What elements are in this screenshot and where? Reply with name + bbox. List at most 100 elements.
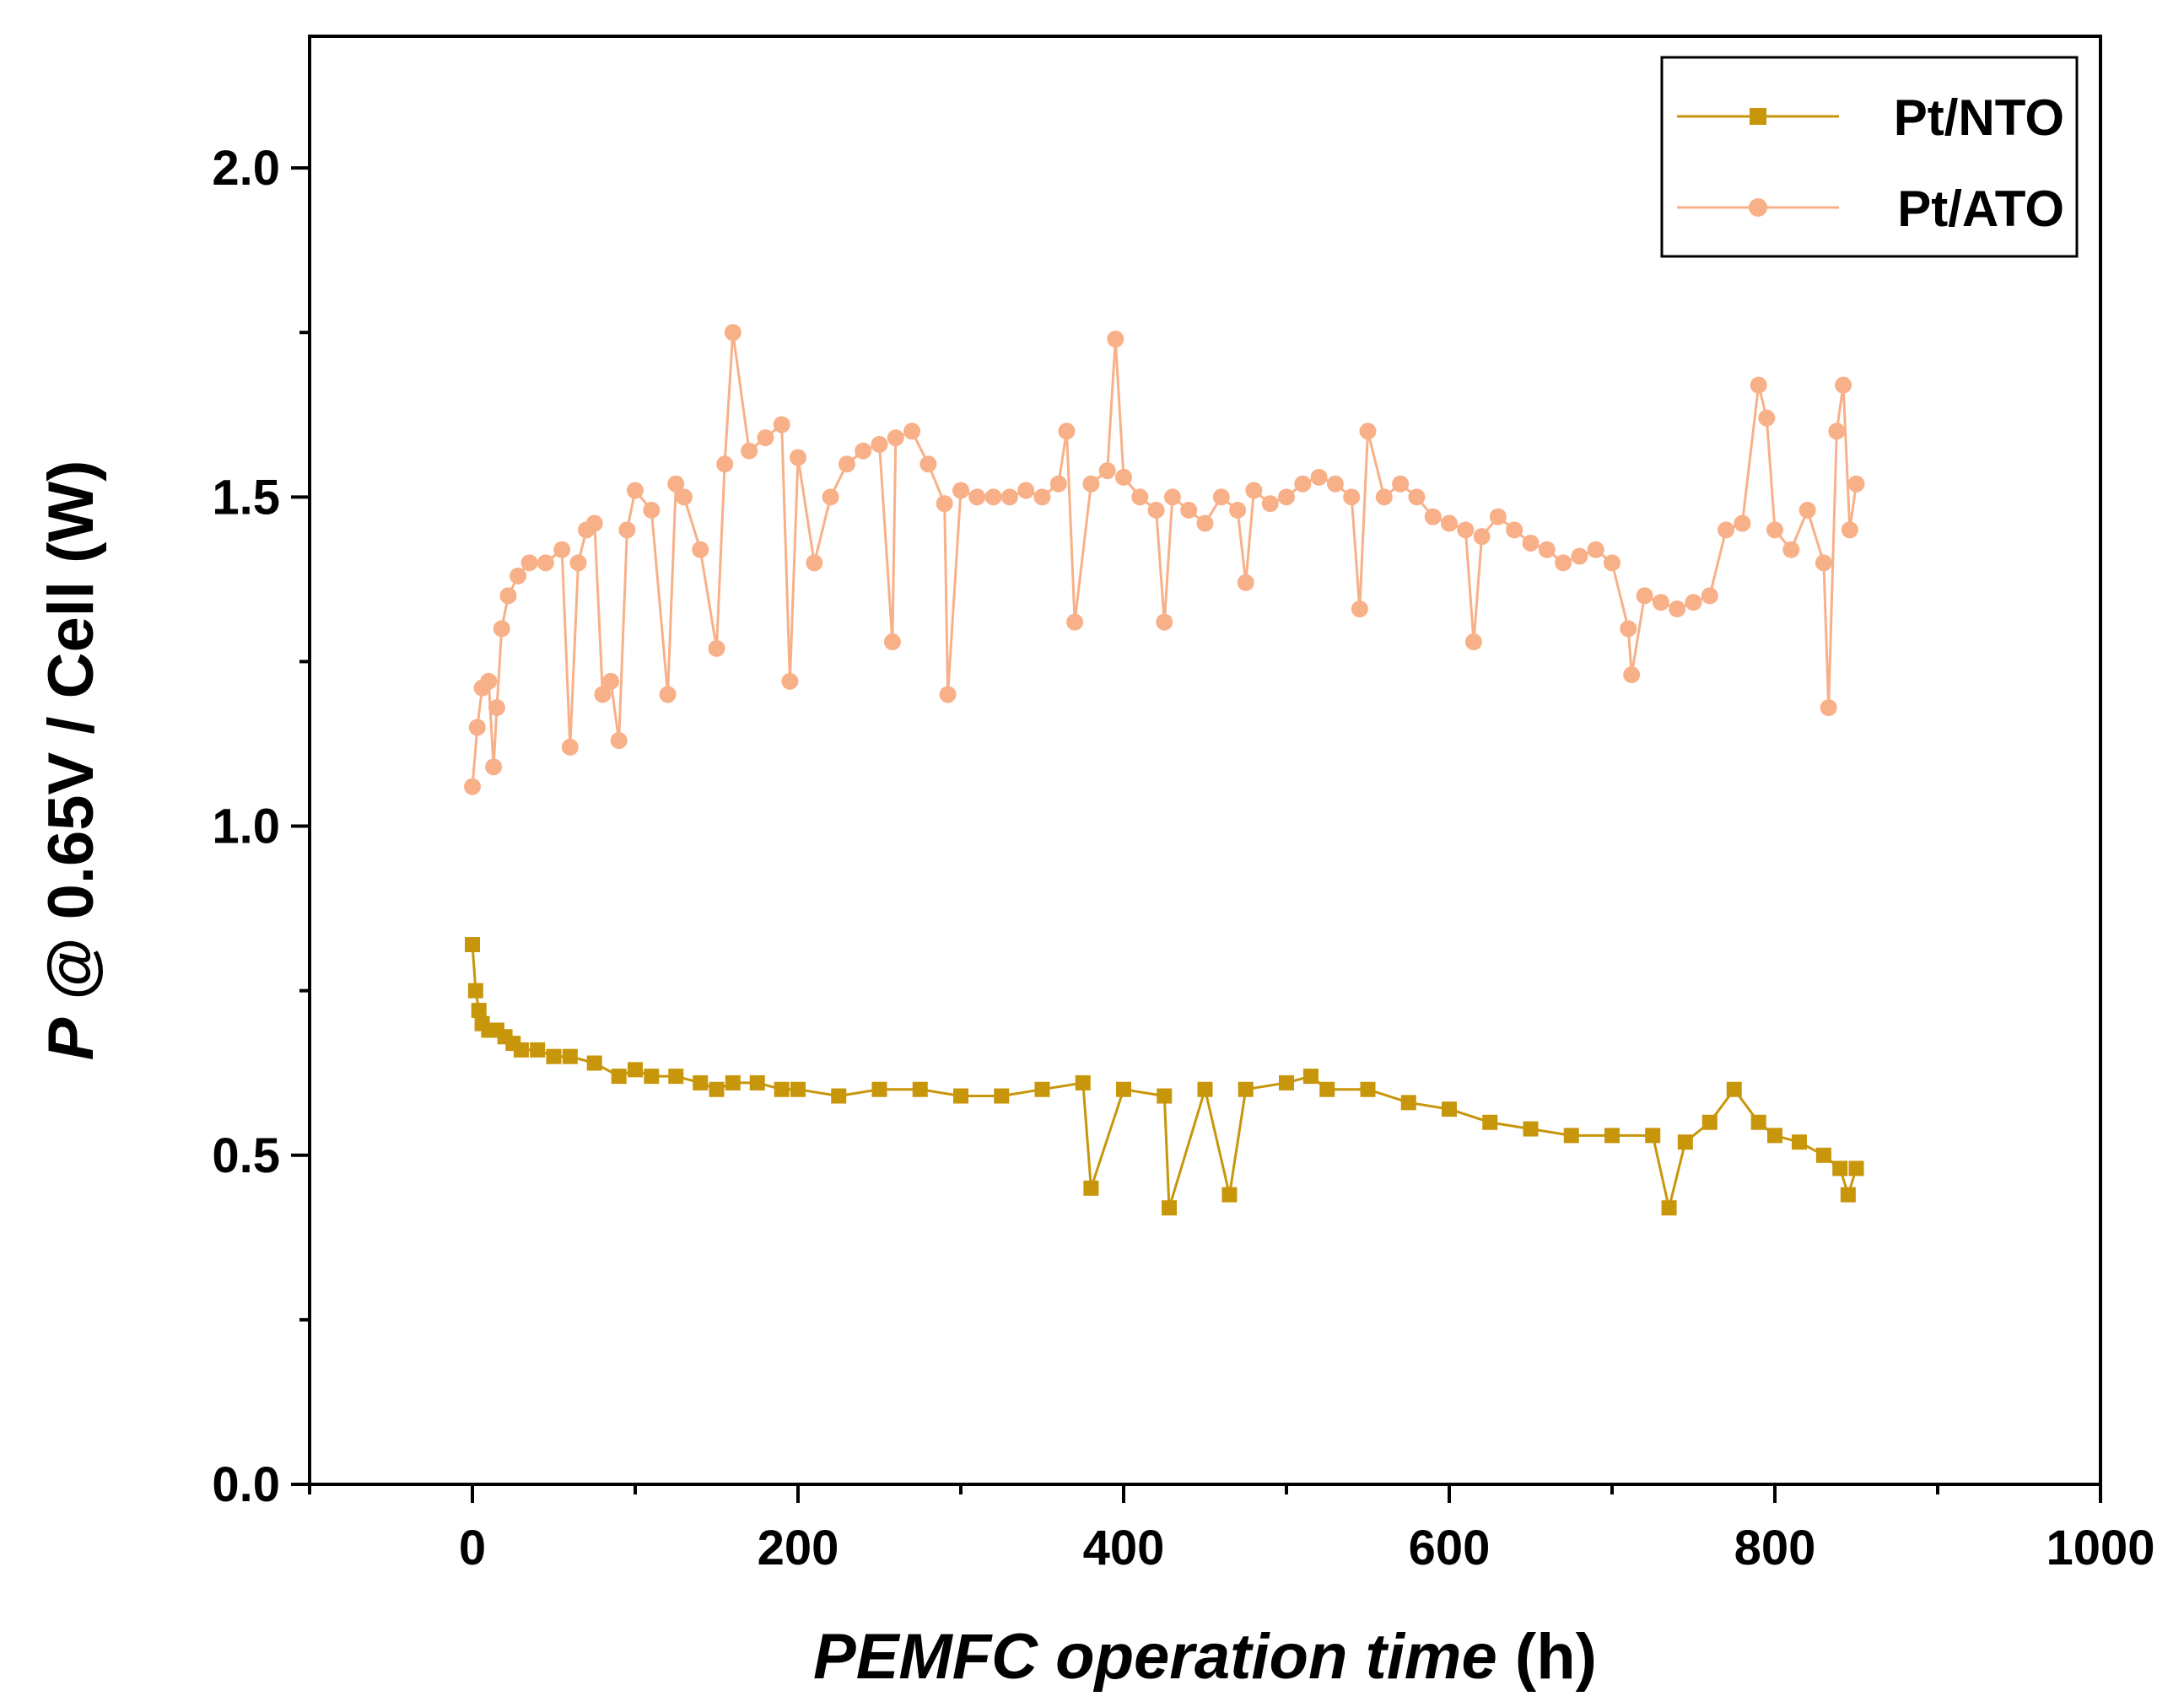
data-point-pt-nto [644,1069,660,1085]
data-point-pt-ato [781,672,799,690]
data-point-pt-ato [757,429,774,447]
data-point-pt-ato [1180,501,1198,519]
data-point-pt-ato [1326,475,1344,493]
data-point-pt-nto [912,1081,928,1097]
data-point-pt-ato [1261,495,1279,513]
data-point-pt-nto [953,1088,968,1104]
data-point-pt-ato [627,482,644,499]
data-point-pt-ato [561,738,579,756]
data-point-pt-ato [675,488,693,506]
data-point-pt-nto [1832,1160,1848,1177]
data-point-pt-ato [1828,423,1846,440]
data-point-pt-ato [1196,514,1214,532]
data-point-pt-ato [493,620,510,638]
data-point-pt-nto [1840,1187,1856,1203]
data-point-pt-ato [936,495,953,513]
data-point-pt-ato [1098,462,1116,480]
data-point-pt-ato [1033,488,1051,506]
legend-box [1660,56,2079,258]
data-point-pt-nto [1523,1121,1539,1137]
series-line-pt-ato [471,331,1858,787]
data-point-pt-ato [610,732,628,750]
data-point-pt-nto [1319,1081,1335,1097]
data-point-pt-nto [530,1042,546,1058]
y-axis-title-italic: P [35,1017,107,1060]
data-point-pt-ato [1782,541,1800,558]
data-point-pt-ato [1758,409,1776,427]
series-pt-ato [464,324,1865,795]
data-point-pt-ato [1734,514,1751,532]
data-point-pt-ato [1473,528,1491,546]
data-point-pt-ato [1082,475,1100,493]
y-tick-label: 1.0 [212,800,280,854]
data-point-pt-ato [468,719,486,736]
data-point-pt-nto [513,1042,529,1058]
data-point-pt-ato [1636,587,1653,605]
data-point-pt-ato [553,541,571,558]
data-point-pt-ato [585,514,603,532]
data-point-pt-nto [790,1081,806,1097]
data-point-pt-nto [562,1048,578,1064]
series-layer [464,324,1865,1216]
data-point-pt-nto [471,1003,487,1019]
x-tick-label: 0 [459,1521,486,1575]
data-point-pt-ato [984,488,1002,506]
legend-label-pt-nto: Pt/NTO [1894,89,2064,146]
data-point-pt-ato [1538,541,1556,558]
data-point-pt-ato [1820,699,1837,717]
data-point-pt-ato [1156,613,1173,631]
data-point-pt-nto [1767,1128,1782,1144]
data-point-pt-ato [1464,633,1482,651]
data-point-pt-ato [1604,554,1620,572]
data-point-pt-ato [1107,331,1124,348]
data-point-pt-nto [831,1088,847,1104]
data-point-pt-ato [618,521,636,539]
data-point-pt-ato [1163,488,1181,506]
data-point-pt-ato [716,455,734,473]
data-point-pt-nto [467,983,483,999]
data-point-pt-nto [1563,1128,1579,1144]
data-point-pt-ato [1701,587,1718,605]
data-point-pt-nto [611,1069,627,1085]
data-point-pt-ato [708,639,725,657]
data-point-pt-nto [774,1081,790,1097]
data-point-pt-ato [1131,488,1149,506]
data-point-pt-nto [1221,1187,1238,1203]
data-point-pt-ato [1424,508,1442,525]
data-point-pt-nto [1604,1128,1620,1144]
data-point-pt-ato [1571,547,1588,565]
x-tick-label: 600 [1409,1521,1491,1575]
data-point-pt-ato [1489,508,1507,525]
x-tick-label: 200 [758,1521,839,1575]
data-point-pt-nto [1238,1081,1254,1097]
data-point-pt-ato [1652,594,1669,611]
data-point-pt-ato [1049,475,1067,493]
data-point-pt-ato [1229,501,1247,519]
data-point-pt-nto [1302,1069,1318,1085]
data-point-pt-ato [838,455,855,473]
legend: Pt/NTO Pt/ATO [1660,56,2079,258]
y-tick-label: 0.5 [212,1128,280,1183]
data-point-pt-nto [1279,1074,1294,1090]
data-point-pt-nto [1360,1081,1376,1097]
x-tick-label: 400 [1083,1521,1165,1575]
data-point-pt-ato [1237,573,1254,591]
data-point-pt-ato [692,541,709,558]
data-point-pt-ato [488,699,505,717]
data-point-pt-ato [1685,594,1702,611]
data-point-pt-ato [724,324,741,342]
data-point-pt-nto [1750,1114,1766,1130]
data-point-pt-ato [1310,468,1328,486]
data-point-pt-ato [499,587,517,605]
data-point-pt-nto [1482,1114,1498,1130]
data-point-pt-ato [855,442,872,460]
y-tick-label: 1.5 [212,470,280,525]
data-point-pt-nto [1815,1147,1831,1163]
data-point-pt-ato [968,488,986,506]
data-point-pt-ato [569,554,587,572]
data-point-pt-ato [1343,488,1361,506]
data-point-pt-nto [693,1074,709,1090]
x-tick-label: 1000 [2046,1521,2154,1575]
y-axis-title-unit: @ 0.65V / Cell (W) [35,460,107,1018]
data-point-pt-ato [883,633,901,651]
